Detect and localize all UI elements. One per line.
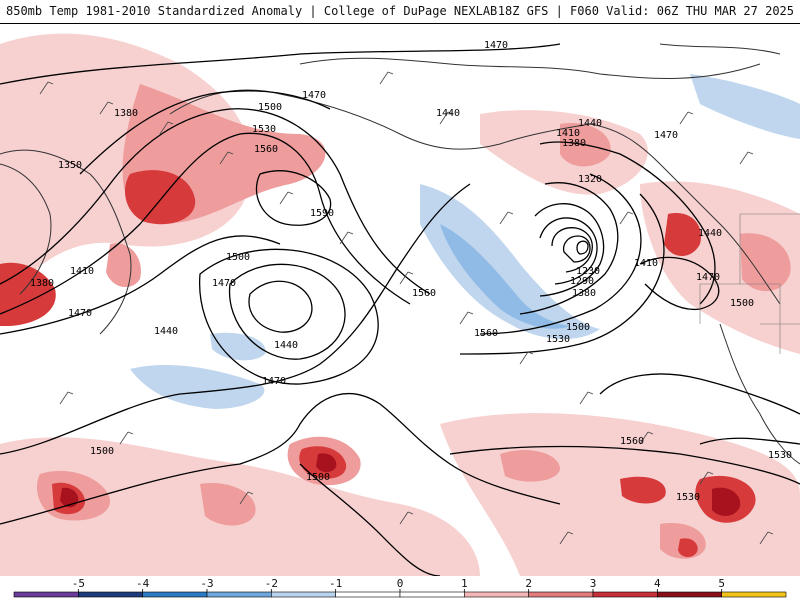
colorbar-tick-label: -1	[329, 577, 342, 590]
colorbar-canvas: -5 -4 -3 -2 -1 0 1 2 3 4 5	[13, 577, 787, 598]
negative-anomaly-shading	[130, 74, 800, 409]
contour-label: 1530	[676, 492, 700, 503]
height-contours	[0, 43, 800, 576]
colorbar-tick-label: -5	[72, 577, 85, 590]
contour-label: 1470	[654, 130, 678, 141]
contour-label: 1440	[578, 118, 602, 129]
contour-label: 1380	[114, 108, 138, 119]
contour-label: 1530	[546, 334, 570, 345]
wind-barbs	[39, 71, 774, 545]
state-boundaries	[699, 213, 800, 354]
colorbar-segments	[13, 591, 787, 598]
contour-label: 1410	[634, 258, 658, 269]
contour-label: 1500	[730, 298, 754, 309]
map-header: 850mb Temp 1981-2010 Standardized Anomal…	[0, 0, 800, 24]
contour-label: 1380	[30, 278, 54, 289]
model-run-info: 18Z GFS | F060 Valid: 06Z THU MAR 27 202…	[497, 4, 794, 18]
colorbar-tick-label: 2	[525, 577, 532, 590]
contour-label: 1560	[474, 328, 498, 339]
contour-label: 1560	[412, 288, 436, 299]
colorbar-tick-label: 4	[654, 577, 661, 590]
contour-label: 1500	[258, 102, 282, 113]
contour-label: 1470	[696, 272, 720, 283]
coastlines	[0, 43, 800, 465]
contour-label: 1560	[620, 436, 644, 447]
contour-label: 1410	[556, 128, 580, 139]
contour-label: 1350	[58, 160, 82, 171]
contour-label: 1230	[576, 266, 600, 277]
contour-label: 1560	[254, 144, 278, 155]
colorbar-ticks: -5 -4 -3 -2 -1 0 1 2 3 4 5	[72, 577, 725, 592]
colorbar-segment	[657, 591, 722, 598]
contour-label: 1410	[70, 266, 94, 277]
contour-label: 1500	[566, 322, 590, 333]
contour-label: 1530	[768, 450, 792, 461]
colorbar-segment	[464, 591, 529, 598]
contour-label: 1320	[578, 174, 602, 185]
colorbar-tick-label: -4	[136, 577, 150, 590]
contour-label: 1530	[252, 124, 276, 135]
contour-label: 1500	[306, 472, 330, 483]
colorbar-segment	[528, 591, 594, 598]
colorbar-segment	[399, 591, 465, 598]
colorbar-segment	[592, 591, 658, 598]
colorbar-tick-label: 0	[397, 577, 404, 590]
contour-label: 1290	[570, 276, 594, 287]
contour-label: 1440	[698, 228, 722, 239]
positive-anomaly-shading	[0, 33, 800, 576]
colorbar-segment	[335, 591, 401, 598]
colorbar-tick-label: 1	[461, 577, 468, 590]
contour-label: 1500	[226, 252, 250, 263]
contour-label: 1470	[68, 308, 92, 319]
contour-label: 1380	[572, 288, 596, 299]
colorbar-segment	[271, 591, 336, 598]
contour-label-group: 1470 1380 1350 1500 1470 1530 1560 1590 …	[30, 40, 792, 503]
map-title: 850mb Temp 1981-2010 Standardized Anomal…	[6, 4, 498, 18]
anomaly-colorbar: -5 -4 -3 -2 -1 0 1 2 3 4 5	[0, 576, 800, 600]
anomaly-map: 1470 1380 1350 1500 1470 1530 1560 1590 …	[0, 24, 800, 576]
colorbar-tick-label: 5	[718, 577, 725, 590]
colorbar-segment	[78, 591, 143, 598]
contour-label: 1470	[484, 40, 508, 51]
contour-label: 1470	[212, 278, 236, 289]
colorbar-segment	[206, 591, 272, 598]
contour-label: 1440	[436, 108, 460, 119]
colorbar-tick-label: -2	[265, 577, 278, 590]
contour-label: 1380	[562, 138, 586, 149]
colorbar-segment	[142, 591, 208, 598]
colorbar-tick-label: 3	[590, 577, 597, 590]
contour-label: 1500	[90, 446, 114, 457]
colorbar-segment	[13, 591, 79, 598]
contour-label: 1440	[154, 326, 178, 337]
colorbar-tick-label: -3	[200, 577, 213, 590]
colorbar-segment	[721, 591, 787, 598]
contour-label: 1590	[310, 208, 334, 219]
contour-label: 1470	[262, 376, 286, 387]
contour-label: 1470	[302, 90, 326, 101]
contour-label: 1440	[274, 340, 298, 351]
map-canvas: 1470 1380 1350 1500 1470 1530 1560 1590 …	[0, 33, 800, 576]
